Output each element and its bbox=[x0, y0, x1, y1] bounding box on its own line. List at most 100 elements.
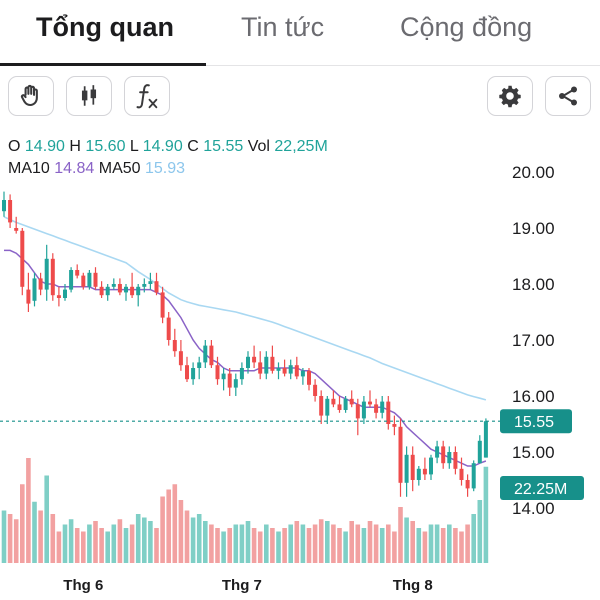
candle-body bbox=[319, 396, 324, 416]
volume-bar bbox=[300, 524, 306, 563]
chart-type-button[interactable] bbox=[66, 76, 112, 116]
candle-body bbox=[178, 351, 183, 366]
volume-bar bbox=[215, 528, 220, 563]
tab-overview[interactable]: Tổng quan bbox=[36, 12, 174, 42]
candle-body bbox=[441, 446, 446, 464]
candle-body bbox=[252, 356, 257, 363]
volume-bar bbox=[233, 524, 239, 563]
candle-body bbox=[313, 384, 318, 396]
candle-body bbox=[69, 270, 74, 290]
volume-bar bbox=[245, 521, 251, 563]
candle-body bbox=[300, 370, 305, 377]
volume-label: Vol bbox=[247, 138, 270, 155]
volume-bar bbox=[142, 517, 147, 563]
volume-bar bbox=[264, 524, 269, 563]
candle-body bbox=[209, 345, 214, 366]
candle-body bbox=[166, 317, 171, 340]
volume-bar bbox=[483, 466, 489, 563]
tab-news[interactable]: Tin tức bbox=[241, 12, 325, 42]
volume-bar bbox=[56, 531, 62, 563]
candle-body bbox=[380, 401, 385, 413]
volume-bar bbox=[257, 531, 263, 563]
volume-bar bbox=[288, 524, 293, 563]
volume-bar bbox=[386, 524, 391, 563]
volume-bar bbox=[87, 524, 92, 563]
share-button[interactable] bbox=[545, 76, 591, 116]
candle-body bbox=[374, 404, 379, 413]
volume-bar bbox=[1, 510, 7, 563]
candle-body bbox=[361, 401, 366, 419]
volume-bar bbox=[190, 517, 196, 563]
candle-body bbox=[416, 468, 421, 480]
candle-body bbox=[270, 356, 275, 371]
candle-body bbox=[191, 368, 196, 380]
volume-bar bbox=[178, 500, 184, 563]
volume-bar bbox=[209, 524, 214, 563]
volume-bar bbox=[349, 521, 354, 563]
candle-body bbox=[410, 454, 415, 480]
volume-bar bbox=[477, 500, 483, 563]
ma10-line bbox=[4, 249, 487, 467]
volume-bar bbox=[160, 496, 165, 563]
volume-bar bbox=[294, 521, 300, 563]
volume-bar bbox=[74, 528, 80, 563]
y-axis-tick-label: 17.00 bbox=[512, 331, 555, 350]
volume-bar bbox=[62, 524, 68, 563]
candle-body bbox=[429, 457, 433, 475]
candle-body bbox=[435, 446, 440, 458]
x-axis-tick-label: Thg 7 bbox=[222, 577, 262, 594]
candle-body bbox=[276, 368, 281, 371]
ma10-value: 14.84 bbox=[54, 160, 95, 177]
candle-body bbox=[14, 228, 19, 231]
volume-bar bbox=[410, 521, 415, 563]
volume-bar bbox=[270, 528, 275, 563]
volume-bar bbox=[367, 521, 373, 563]
volume-bar bbox=[343, 531, 348, 563]
candle-body bbox=[75, 270, 80, 276]
candle-body bbox=[160, 292, 165, 318]
volume-bar bbox=[459, 531, 464, 563]
candle-body bbox=[355, 404, 360, 419]
candle-body bbox=[392, 424, 397, 427]
low-label: L bbox=[129, 138, 139, 155]
candle-body bbox=[50, 258, 55, 296]
close-label: C bbox=[187, 138, 199, 155]
tab-community[interactable]: Cộng đồng bbox=[400, 12, 533, 42]
candle-body bbox=[87, 272, 92, 287]
chart-settings-button[interactable] bbox=[487, 76, 533, 116]
volume-bar bbox=[392, 531, 397, 563]
candle-body bbox=[136, 286, 141, 296]
candle-body bbox=[124, 286, 128, 293]
gear-icon bbox=[499, 85, 521, 108]
volume-bar bbox=[196, 514, 202, 563]
y-axis-tick-label: 14.00 bbox=[512, 499, 555, 518]
last-price-tag bbox=[500, 409, 572, 434]
volume-bar bbox=[422, 531, 428, 563]
volume-bar bbox=[111, 524, 117, 563]
indicators-button[interactable] bbox=[124, 76, 170, 116]
candle-body bbox=[203, 345, 208, 363]
candle-body bbox=[197, 362, 202, 368]
candle-body bbox=[111, 284, 116, 287]
candle-body bbox=[477, 440, 482, 464]
close-value: 15.55 bbox=[203, 138, 244, 155]
candle-body bbox=[221, 373, 226, 380]
candle-body bbox=[294, 365, 299, 377]
volume-bar bbox=[105, 531, 110, 563]
candle-body bbox=[215, 365, 220, 380]
candle-body bbox=[471, 463, 476, 489]
volume-bar bbox=[68, 519, 74, 563]
volume-bar bbox=[434, 524, 440, 563]
ma10-label: MA10 bbox=[8, 160, 50, 177]
candle-body bbox=[148, 281, 153, 284]
volume-bar bbox=[331, 524, 336, 563]
candle-body bbox=[56, 295, 61, 298]
volume-bar bbox=[361, 528, 367, 563]
candle-body bbox=[130, 286, 135, 296]
volume-bar bbox=[471, 514, 476, 563]
candle-body bbox=[343, 398, 348, 410]
candle-body bbox=[282, 368, 287, 374]
drawing-tool-button[interactable] bbox=[8, 76, 54, 116]
